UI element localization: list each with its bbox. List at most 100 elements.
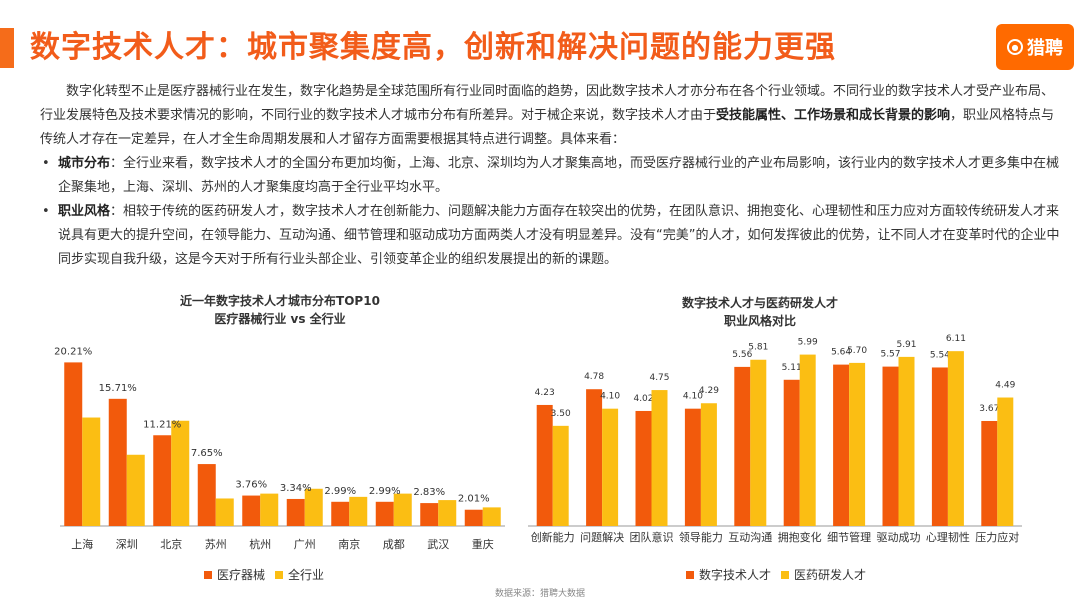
intro-bold: 受技能属性、工作场景和成长背景的影响 bbox=[716, 108, 951, 123]
chart1-bar-all-4 bbox=[260, 493, 279, 526]
chart2-x-tick-label: 互动沟通 bbox=[728, 531, 772, 544]
title-bar: 数字技术人才：城市聚集度高，创新和解决问题的能力更强 bbox=[0, 28, 1000, 68]
chart2-data-label: 5.64 bbox=[831, 348, 851, 358]
chart1-data-label: 2.99% bbox=[369, 486, 401, 497]
chart2-data-label: 5.70 bbox=[847, 346, 867, 356]
chart2-bar-digital-8 bbox=[931, 367, 948, 526]
chart1-x-tick-label: 北京 bbox=[160, 537, 182, 551]
chart2-legend-item-1: 医药研发人才 bbox=[781, 566, 866, 583]
chart1-legend-label-1: 全行业 bbox=[288, 568, 325, 582]
data-source: 数据来源：猎聘大数据 bbox=[494, 589, 585, 599]
chart2-bar-digital-7 bbox=[882, 366, 899, 526]
legend-swatch-icon bbox=[204, 570, 212, 579]
chart2-bar-digital-1 bbox=[586, 389, 603, 526]
chart1-x-tick-label: 南京 bbox=[338, 537, 360, 551]
chart2-x-tick-label: 问题解决 bbox=[580, 530, 624, 544]
chart1-legend: 医疗器械 全行业 bbox=[204, 566, 334, 583]
page-title: 数字技术人才：城市聚集度高，创新和解决问题的能力更强 bbox=[30, 30, 836, 65]
chart2-legend: 数字技术人才 医药研发人才 bbox=[686, 566, 876, 583]
chart2-x-tick-label: 拥抱变化 bbox=[778, 530, 822, 544]
chart1-data-label: 7.65% bbox=[191, 448, 223, 459]
chart2-x-tick-label: 细节管理 bbox=[827, 530, 871, 544]
chart1-bar-med-4 bbox=[242, 495, 261, 526]
chart2-bar-pharma-2 bbox=[651, 390, 668, 526]
chart2-bar-pharma-9 bbox=[997, 397, 1014, 526]
chart2-data-label: 4.23 bbox=[535, 388, 555, 398]
legend-swatch-icon bbox=[686, 570, 694, 579]
chart2-data-label: 5.11 bbox=[782, 363, 802, 373]
chart2-bar-pharma-7 bbox=[898, 356, 915, 526]
chart1-bar-all-5 bbox=[304, 488, 323, 526]
chart2-bar-pharma-1 bbox=[602, 408, 619, 526]
chart1-bar-med-1 bbox=[108, 398, 127, 526]
title-accent bbox=[0, 28, 14, 68]
chart2-x-tick-label: 团队意识 bbox=[630, 530, 674, 544]
chart2-data-label: 5.99 bbox=[798, 338, 818, 348]
brand-logo: ● 猎聘 bbox=[996, 24, 1074, 70]
chart1-data-label: 2.83% bbox=[413, 487, 445, 498]
chart2-bar-pharma-6 bbox=[849, 362, 866, 526]
legend-swatch-icon bbox=[275, 570, 284, 579]
chart1-bar-med-3 bbox=[197, 464, 216, 526]
chart1-title: 近一年数字技术人才城市分布TOP10 bbox=[180, 294, 380, 308]
bullet-city-text: ：全行业来看，数字技术人才的全国分布更加均衡，上海、北京、深圳均为人才聚集高地，… bbox=[58, 156, 1060, 195]
chart1-bar-all-6 bbox=[349, 496, 368, 526]
chart1-data-label: 2.99% bbox=[324, 486, 356, 497]
chart1-data-label: 11.21% bbox=[143, 419, 181, 430]
chart1-bar-all-8 bbox=[438, 500, 457, 526]
chart2-x-tick-label: 压力应对 bbox=[975, 530, 1019, 544]
chart1-data-label: 3.34% bbox=[280, 483, 312, 494]
chart2-x-tick-label: 创新能力 bbox=[531, 530, 575, 544]
logo-mark-icon: ● bbox=[1007, 39, 1023, 55]
chart1-bar-med-2 bbox=[153, 435, 172, 526]
bullet-city: 城市分布：全行业来看，数字技术人才的全国分布更加均衡，上海、北京、深圳均为人才聚… bbox=[40, 152, 1060, 200]
chart1-bar-all-2 bbox=[171, 420, 190, 526]
chart1-legend-item-0: 医疗器械 bbox=[204, 566, 265, 583]
legend-swatch-icon bbox=[781, 570, 790, 579]
chart2-data-label: 3.50 bbox=[551, 409, 571, 419]
chart2-x-tick-label: 心理韧性 bbox=[926, 530, 970, 544]
chart1-bar-med-0 bbox=[64, 362, 83, 526]
chart2-bar-pharma-3 bbox=[700, 403, 717, 526]
chart1-data-label: 20.21% bbox=[54, 346, 92, 357]
chart2-x-tick-label: 驱动成功 bbox=[877, 531, 921, 544]
chart2-bar-pharma-4 bbox=[750, 359, 767, 526]
chart1-x-tick-label: 深圳 bbox=[116, 538, 138, 551]
chart1-bar-med-6 bbox=[331, 501, 350, 526]
chart2-data-label: 6.11 bbox=[946, 334, 966, 344]
chart2-x-tick-label: 领导能力 bbox=[679, 530, 723, 544]
intro-paragraph: 数字化转型不止是医疗器械行业在发生，数字化趋势是全球范围所有行业同时面临的趋势，… bbox=[40, 80, 1060, 152]
chart2-data-label: 4.10 bbox=[683, 392, 703, 402]
chart2-subtitle: 职业风格对比 bbox=[723, 314, 796, 328]
chart2-bar-pharma-5 bbox=[799, 354, 816, 526]
chart2-bar-digital-3 bbox=[684, 408, 701, 526]
chart1-data-label: 15.71% bbox=[99, 383, 137, 394]
bullet-style-text: ：相较于传统的医药研发人才，数字技术人才在创新能力、问题解决能力方面存在较突出的… bbox=[58, 204, 1060, 267]
chart2-bar-digital-2 bbox=[635, 410, 652, 526]
chart2-data-label: 5.57 bbox=[880, 350, 900, 360]
chart2-bar-pharma-0 bbox=[552, 425, 569, 526]
bullet-style-label: 职业风格 bbox=[58, 204, 111, 219]
chart2-bar-digital-0 bbox=[536, 404, 553, 526]
body-text: 数字化转型不止是医疗器械行业在发生，数字化趋势是全球范围所有行业同时面临的趋势，… bbox=[40, 80, 1060, 272]
chart1-x-tick-label: 杭州 bbox=[249, 537, 271, 551]
chart2-bar-digital-6 bbox=[833, 364, 850, 526]
chart1-data-label: 3.76% bbox=[235, 480, 267, 491]
chart1-x-tick-label: 苏州 bbox=[205, 538, 227, 551]
bullet-style: 职业风格：相较于传统的医药研发人才，数字技术人才在创新能力、问题解决能力方面存在… bbox=[40, 200, 1060, 272]
chart2-bar-digital-5 bbox=[783, 379, 800, 526]
logo-text: 猎聘 bbox=[1027, 38, 1063, 59]
chart1-x-tick-label: 成都 bbox=[383, 538, 405, 551]
chart2-data-label: 5.81 bbox=[748, 343, 768, 353]
chart1-data-label: 2.01% bbox=[458, 494, 490, 505]
chart2-bar-digital-9 bbox=[981, 420, 998, 526]
chart1-bar-all-1 bbox=[126, 454, 145, 526]
chart1-bar-all-9 bbox=[482, 507, 501, 526]
chart2-data-label: 5.91 bbox=[896, 340, 916, 350]
chart2-data-label: 4.49 bbox=[995, 381, 1015, 391]
chart2-data-label: 4.10 bbox=[600, 392, 620, 402]
intro-tail: ，职业风格特点与传统人才存在一定差异，在人才全生命周期发展和人才留存方面需要根据… bbox=[40, 108, 1055, 147]
chart1-x-tick-label: 重庆 bbox=[472, 537, 494, 551]
chart2-data-label: 4.78 bbox=[584, 372, 604, 382]
